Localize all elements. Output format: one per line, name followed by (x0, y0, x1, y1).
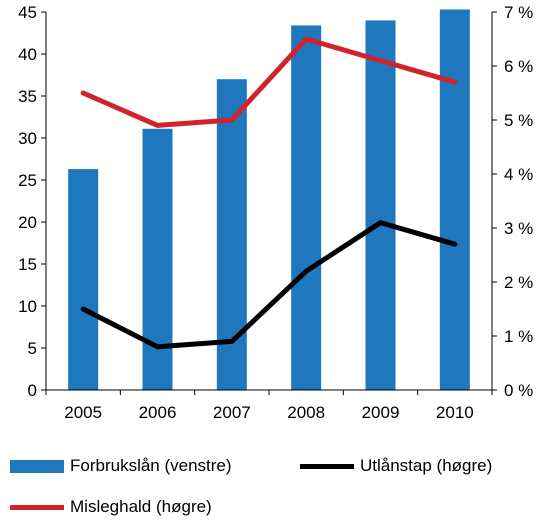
legend-item-forbrukslan: Forbrukslån (venstre) (10, 456, 232, 476)
line-utlanstap (80, 220, 458, 350)
line-misleghald (80, 36, 458, 128)
right-tick-label: 2 % (504, 273, 533, 292)
right-tick-label: 5 % (504, 111, 533, 130)
legend-item-utlanstap: Utlånstap (høgre) (300, 456, 492, 476)
left-tick-label: 20 (18, 213, 37, 232)
x-tick-label: 2008 (287, 403, 325, 422)
bar-2009 (365, 20, 396, 391)
legend-label-forbrukslan: Forbrukslån (venstre) (70, 456, 232, 475)
x-tick-label: 2005 (64, 403, 102, 422)
legend-swatch-loss (300, 463, 354, 469)
bar-2006 (142, 128, 173, 390)
left-tick-label: 35 (18, 87, 37, 106)
left-tick-label: 15 (18, 255, 37, 274)
left-tick-label: 5 (28, 339, 37, 358)
bar-2005 (68, 169, 99, 390)
right-tick-label: 1 % (504, 327, 533, 346)
left-tick-label: 25 (18, 171, 37, 190)
left-tick-label: 0 (28, 381, 37, 400)
right-tick-label: 7 % (504, 3, 533, 22)
legend-swatch-bar (10, 459, 64, 473)
legend-swatch-default (10, 504, 64, 510)
left-tick-label: 10 (18, 297, 37, 316)
right-tick-label: 6 % (504, 57, 533, 76)
x-tick-label: 2009 (362, 403, 400, 422)
x-tick-label: 2007 (213, 403, 251, 422)
chart: 0 5 10 15 20 25 30 35 40 45 0 % 1 % 2 % 3 % 4 % 5 % 6 % 7… (18, 3, 533, 422)
legend-label-utlanstap: Utlånstap (høgre) (360, 456, 493, 475)
left-tick-label: 40 (18, 45, 37, 64)
bar-2010 (439, 9, 470, 390)
legend-item-misleghald: Misleghald (høgre) (10, 497, 212, 517)
bar-2008 (291, 25, 322, 390)
right-tick-label: 3 % (504, 219, 533, 238)
legend-label-misleghald: Misleghald (høgre) (70, 497, 212, 516)
right-tick-label: 0 % (504, 381, 533, 400)
x-tick-label: 2010 (436, 403, 474, 422)
left-tick-label: 30 (18, 129, 37, 148)
x-tick-label: 2006 (139, 403, 177, 422)
right-tick-label: 4 % (504, 165, 533, 184)
left-tick-label: 45 (18, 3, 37, 22)
